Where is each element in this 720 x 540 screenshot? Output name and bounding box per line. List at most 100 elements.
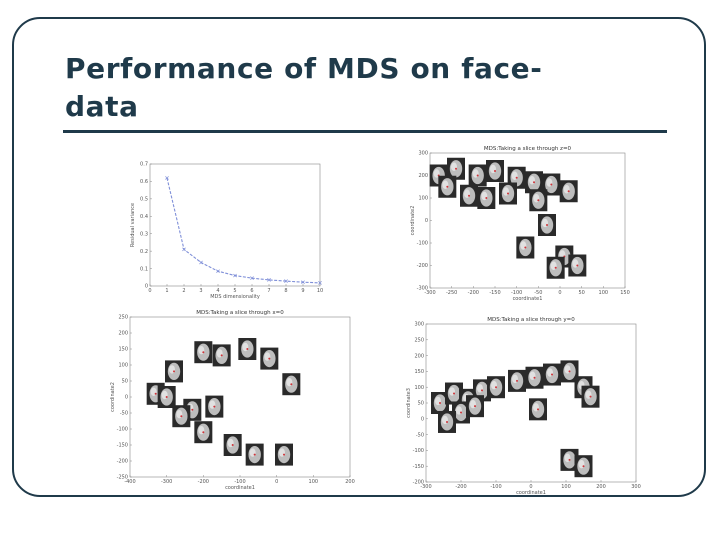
data-point-marker bbox=[554, 266, 557, 269]
y-tick-label: 300 bbox=[418, 151, 428, 157]
mds-slice-y0-svg: -300 -200 -100 0 100 200 300-200-150-100-50050… bbox=[406, 317, 641, 496]
data-point-marker bbox=[220, 354, 223, 357]
x-tick-label: 200 bbox=[596, 484, 606, 490]
y-tick-label: 0.4 bbox=[140, 214, 148, 220]
x-tick-label: 8 bbox=[284, 288, 287, 294]
y-axis-label: coordinate2 bbox=[410, 206, 416, 236]
data-point bbox=[267, 278, 271, 282]
data-point-marker bbox=[455, 167, 457, 170]
title-underline bbox=[63, 130, 667, 133]
x-tick-label: -100 bbox=[490, 484, 501, 490]
data-point bbox=[165, 176, 169, 180]
data-point-marker bbox=[567, 190, 570, 193]
y-tick-label: 100 bbox=[414, 385, 424, 391]
slide-title: Performance of MDS on face- data bbox=[65, 50, 665, 126]
y-tick-label: -100 bbox=[417, 241, 428, 247]
data-point-marker bbox=[550, 183, 553, 186]
data-point-marker bbox=[173, 370, 175, 373]
x-tick-label: 0 bbox=[558, 290, 561, 296]
data-point-marker bbox=[191, 408, 194, 411]
y-tick-label: 100 bbox=[118, 363, 128, 369]
data-point-marker bbox=[537, 199, 540, 202]
plot-area bbox=[149, 163, 321, 287]
x-axis-label: coordinate1 bbox=[513, 296, 543, 302]
y-tick-label: -200 bbox=[413, 480, 424, 486]
data-point-marker bbox=[446, 420, 448, 423]
data-point-marker bbox=[231, 444, 234, 446]
x-tick-label: -100 bbox=[511, 290, 522, 296]
y-tick-label: 0.2 bbox=[140, 249, 148, 255]
x-tick-label: -300 bbox=[424, 290, 435, 296]
chart-title: MDS:Taking a slice through y=0 bbox=[487, 317, 575, 323]
slide-frame bbox=[12, 17, 706, 497]
data-point-marker bbox=[568, 458, 571, 461]
data-point-marker bbox=[165, 396, 168, 398]
data-point-marker bbox=[474, 405, 476, 408]
x-tick-label: 2 bbox=[182, 288, 185, 294]
data-point-marker bbox=[268, 357, 271, 360]
x-tick-label: 0 bbox=[148, 288, 151, 294]
y-tick-label: 50 bbox=[122, 379, 128, 385]
y-tick-label: 150 bbox=[118, 347, 128, 353]
x-axis-label: MDS dimensionality bbox=[210, 294, 260, 300]
data-point-marker bbox=[446, 185, 449, 188]
x-tick-label: 10 bbox=[317, 288, 323, 294]
data-point bbox=[284, 279, 288, 283]
x-tick-label: 1 bbox=[165, 288, 168, 294]
slide-title-line-2: data bbox=[65, 90, 139, 123]
data-point-marker bbox=[468, 194, 470, 197]
data-point-marker bbox=[533, 376, 536, 379]
data-point-marker bbox=[507, 192, 509, 195]
y-tick-label: 200 bbox=[414, 353, 424, 359]
y-tick-label: 0.1 bbox=[140, 266, 148, 272]
data-point-marker bbox=[485, 197, 488, 199]
y-axis-label: coordinate2 bbox=[110, 382, 116, 412]
data-point bbox=[301, 280, 305, 285]
x-tick-label: 50 bbox=[578, 290, 584, 296]
chart-title: MDS:Taking a slice through x=0 bbox=[196, 310, 284, 316]
data-point-marker bbox=[439, 402, 441, 404]
y-tick-label: 0 bbox=[125, 395, 128, 401]
y-tick-label: -100 bbox=[413, 448, 424, 454]
data-point-marker bbox=[283, 453, 285, 456]
y-tick-label: 300 bbox=[414, 322, 424, 328]
x-tick-label: -200 bbox=[198, 479, 209, 485]
y-tick-label: 50 bbox=[418, 401, 424, 407]
data-point-marker bbox=[154, 392, 157, 395]
mds-slice-y0-plot: -300 -200 -100 0 100 200 300 -200 -150 -100 -50 0 50… bbox=[398, 312, 648, 498]
data-point-marker bbox=[516, 379, 518, 382]
x-tick-label: 150 bbox=[620, 290, 630, 296]
mds-slice-x0-svg: -400 -300 -200 -100 0 100 200 -250 -200 -150 -100 -… bbox=[110, 310, 355, 491]
y-tick-label: 200 bbox=[118, 331, 128, 337]
x-tick-label: -100 bbox=[234, 479, 245, 485]
y-tick-label: -200 bbox=[117, 459, 128, 465]
data-point-marker bbox=[180, 415, 183, 418]
data-point bbox=[199, 260, 203, 265]
data-point-marker bbox=[537, 408, 539, 411]
x-tick-label: 5 bbox=[233, 288, 236, 294]
y-tick-label: 0.5 bbox=[140, 197, 148, 203]
data-point-marker bbox=[453, 392, 455, 395]
y-tick-label: -100 bbox=[117, 427, 128, 433]
residual-variance-svg: 0 1 2 3 4 5 6 7 8 9 10 0 0.1 0.2 0.3 0.4 0.5 0.6 0.7 MDS di… bbox=[130, 162, 323, 300]
y-tick-label: -300 bbox=[417, 286, 428, 292]
data-point-marker bbox=[576, 264, 579, 267]
y-tick-label: -150 bbox=[117, 443, 128, 449]
series-line bbox=[166, 177, 321, 284]
y-tick-label: 0.6 bbox=[140, 179, 148, 185]
data-point bbox=[233, 273, 237, 278]
residual-variance-plot: 0 1 2 3 4 5 6 7 8 9 10 0 0.1 0.2 0.3 0.4 0.5 0.6 0.7 MDS di… bbox=[130, 158, 330, 300]
y-tick-label: 0 bbox=[425, 218, 428, 224]
x-tick-label: 0 bbox=[529, 484, 532, 490]
y-tick-label: 0.3 bbox=[140, 231, 148, 237]
x-tick-label: 100 bbox=[599, 290, 609, 296]
data-point-marker bbox=[202, 431, 205, 434]
y-tick-label: 250 bbox=[414, 338, 424, 344]
y-tick-label: 150 bbox=[414, 369, 424, 375]
x-tick-label: -250 bbox=[446, 290, 457, 296]
x-tick-label: 200 bbox=[345, 479, 355, 485]
data-point bbox=[250, 276, 254, 281]
y-tick-label: -150 bbox=[413, 464, 424, 470]
x-tick-label: -200 bbox=[455, 484, 466, 490]
mds-slice-z0-plot: -300 -250 -200 -150 -100 -50 0 50 100 150 -300 -200… bbox=[400, 145, 635, 303]
